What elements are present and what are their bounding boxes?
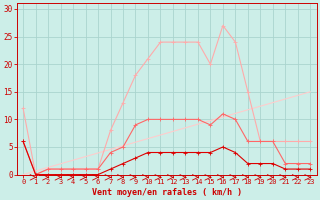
- X-axis label: Vent moyen/en rafales ( km/h ): Vent moyen/en rafales ( km/h ): [92, 188, 242, 197]
